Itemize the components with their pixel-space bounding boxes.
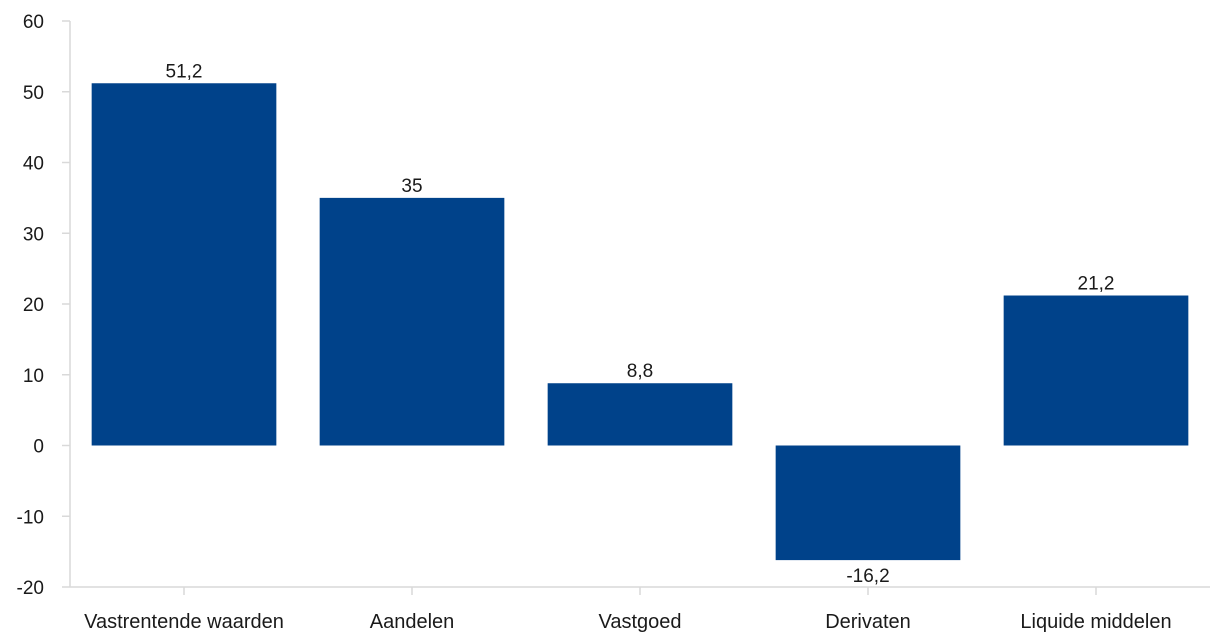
data-label: -16,2	[846, 566, 889, 587]
y-axis: -20 -10 0 10 20 30 40 50 60	[17, 12, 71, 599]
bars	[91, 83, 1189, 561]
y-tick-label: -10	[17, 507, 44, 528]
data-label: 35	[401, 176, 422, 197]
y-tick-label: 0	[33, 437, 44, 458]
y-tick-label: 50	[23, 83, 44, 104]
y-tick-label: 20	[23, 295, 44, 316]
x-tick-label: Vastrentende waarden	[84, 611, 284, 633]
data-label: 8,8	[627, 361, 653, 382]
data-label: 51,2	[166, 61, 203, 82]
x-tick-label: Vastgoed	[598, 611, 681, 633]
bar	[91, 83, 277, 446]
data-label: 21,2	[1078, 274, 1115, 295]
bar	[1003, 295, 1189, 446]
y-tick-label: 40	[23, 154, 44, 175]
y-tick-label: -20	[17, 578, 44, 599]
bar	[775, 445, 961, 561]
x-axis: Vastrentende waarden Aandelen Vastgoed Deri…	[70, 586, 1210, 633]
data-labels: 51,2 35 8,8 -16,2 21,2	[166, 61, 1115, 587]
x-tick-label: Derivaten	[825, 611, 911, 633]
y-tick-label: 60	[23, 12, 44, 33]
bar	[547, 383, 733, 446]
x-tick-label: Liquide middelen	[1020, 611, 1171, 633]
bar	[319, 197, 505, 446]
x-tick-label: Aandelen	[370, 611, 455, 633]
y-tick-label: 10	[23, 366, 44, 387]
y-tick-label: 30	[23, 224, 44, 245]
